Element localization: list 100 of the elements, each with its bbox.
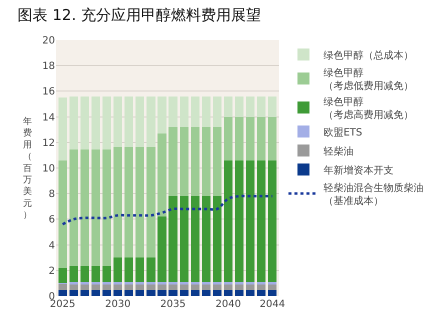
legend-label: 绿色甲醇（考虑低费用减免） (323, 66, 414, 92)
y-tick-label: 20 (42, 36, 55, 46)
bar (114, 284, 122, 290)
bar (246, 290, 255, 296)
bar (246, 284, 255, 290)
bar (136, 258, 144, 282)
bar (136, 282, 144, 284)
y-tick-label: 18 (42, 61, 55, 72)
bar (234, 160, 244, 282)
bar (136, 96, 144, 147)
legend-label: 绿色甲醇（总成本） (323, 49, 414, 62)
bar (168, 96, 178, 128)
y-tick-label: 6 (48, 214, 55, 226)
bar (69, 96, 78, 150)
bar (246, 96, 255, 117)
bar (234, 284, 244, 290)
bar (268, 282, 277, 284)
bar (102, 96, 112, 150)
bar (146, 284, 156, 290)
bar (124, 258, 134, 282)
bar (91, 290, 100, 296)
x-tick-label: 2035 (160, 299, 186, 310)
bar (268, 96, 277, 117)
bar (124, 284, 134, 290)
bar (91, 149, 100, 266)
bar (202, 284, 210, 290)
bar (80, 284, 90, 290)
y-tick-label: 8 (48, 189, 55, 200)
bar (246, 116, 255, 160)
bar (190, 96, 200, 128)
bar (102, 149, 112, 266)
bar (158, 133, 166, 217)
bar (168, 290, 178, 296)
bar (58, 290, 67, 296)
bar (114, 290, 122, 296)
bar (158, 290, 166, 296)
bar (268, 116, 277, 160)
bar (69, 282, 78, 284)
legend-label: 绿色甲醇（考虑高费用减免） (323, 96, 414, 121)
bar (224, 290, 233, 296)
bar (91, 284, 100, 290)
bar (180, 290, 188, 296)
bar (234, 282, 244, 284)
y-tick-label: 10 (42, 164, 55, 174)
bar (202, 290, 210, 296)
bar (158, 216, 166, 282)
bar (168, 196, 178, 282)
bar (102, 266, 112, 282)
bar (202, 96, 210, 128)
legend-label: 年新增资本开支 (323, 164, 394, 176)
bar (257, 290, 266, 296)
bar (146, 146, 156, 258)
bar (224, 116, 233, 160)
bar (114, 282, 122, 284)
bar (212, 196, 222, 282)
y-tick-label: 16 (42, 86, 55, 98)
bar (69, 284, 78, 290)
bar (212, 96, 222, 128)
bar (136, 146, 144, 258)
bar (224, 160, 233, 282)
x-tick-label: 2025 (50, 299, 76, 310)
legend-label: 轻柴油混合生物质柴油（基准成本） (323, 182, 424, 207)
bar (202, 127, 210, 196)
bar (146, 96, 156, 147)
bar (180, 96, 188, 128)
bar (224, 96, 233, 117)
bar (257, 282, 266, 284)
x-tick-label: 2040 (215, 299, 241, 310)
bar (69, 290, 78, 296)
bar (190, 284, 200, 290)
bar (234, 96, 244, 117)
bar (124, 290, 134, 296)
bar (180, 282, 188, 284)
bar (124, 96, 134, 147)
y-tick-label: 12 (42, 138, 55, 149)
bar (146, 258, 156, 282)
bar (80, 290, 90, 296)
bar (69, 149, 78, 266)
bar (146, 290, 156, 296)
bar (158, 284, 166, 290)
bar (124, 282, 134, 284)
bar (257, 96, 266, 117)
bar (102, 284, 112, 290)
bar (136, 290, 144, 296)
bar (102, 282, 112, 284)
bar (168, 282, 178, 284)
bar (190, 196, 200, 282)
bar (212, 127, 222, 196)
bar (80, 149, 90, 266)
bar (234, 116, 244, 160)
bar (158, 282, 166, 284)
bar (69, 266, 78, 282)
bar (124, 146, 134, 258)
bar (58, 160, 67, 268)
bar (180, 196, 188, 282)
bar (268, 160, 277, 282)
bar (202, 196, 210, 282)
bar (114, 96, 122, 147)
bar (80, 282, 90, 284)
bar (246, 160, 255, 282)
